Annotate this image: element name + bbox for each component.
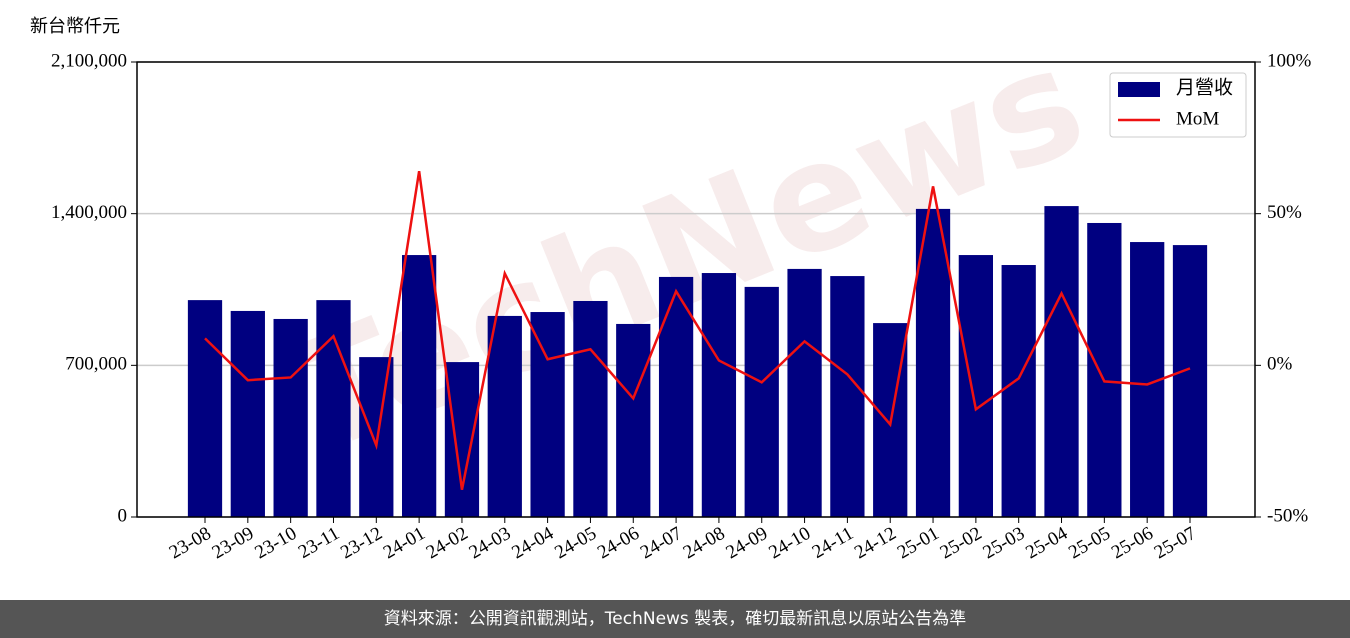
- bar: [616, 323, 651, 517]
- x-tick-label: 25-07: [1151, 523, 1200, 563]
- x-tick-label: 24-01: [380, 523, 429, 563]
- x-tick-label: 24-08: [680, 523, 729, 563]
- y2-tick-label: 100%: [1267, 50, 1312, 71]
- plot-frame: [136, 61, 1256, 518]
- line: [204, 171, 1191, 490]
- bar: [1001, 265, 1036, 517]
- chart: 新台幣仟元 TechNews 0700,0001,400,0002,100,00…: [30, 14, 1312, 564]
- legend-label: MoM: [1176, 108, 1219, 129]
- x-tick-label: 24-03: [466, 523, 515, 563]
- bar: [316, 300, 351, 517]
- bar: [830, 276, 865, 517]
- x-tick-label: 25-03: [979, 523, 1028, 563]
- bar: [359, 357, 394, 517]
- x-tick-label: 25-06: [1108, 523, 1157, 563]
- bar: [187, 300, 223, 517]
- x-tick-label: 23-08: [166, 523, 215, 563]
- x-tick-label: 24-10: [765, 523, 814, 563]
- x-tick-label: 24-09: [723, 523, 772, 563]
- footer: 資料來源：公開資訊觀測站，TechNews 製表，確切最新訊息以原站公告為準: [0, 600, 1350, 638]
- x-tick-label: 24-02: [423, 523, 472, 563]
- bar: [230, 310, 265, 517]
- bar: [787, 268, 822, 517]
- x-tick-label: 25-05: [1065, 523, 1114, 563]
- y-tick-label: 0: [118, 505, 128, 526]
- x-tick-label: 25-02: [937, 523, 986, 563]
- bar: [444, 362, 480, 517]
- x-tick-label: 23-11: [295, 523, 343, 563]
- bar: [573, 300, 608, 517]
- x-tick-label: 23-09: [209, 523, 258, 563]
- y2-tick-label: -50%: [1267, 505, 1308, 526]
- y-axis-label: 新台幣仟元: [30, 16, 120, 37]
- x-tick-label: 24-06: [594, 523, 643, 563]
- x-tick-label: 23-10: [251, 523, 300, 563]
- x-tick-label: 24-04: [508, 523, 557, 564]
- y2-tick-label: 0%: [1267, 354, 1293, 375]
- bar: [1087, 222, 1122, 517]
- x-tick-label: 24-07: [637, 523, 686, 563]
- x-tick-label: 25-04: [1022, 523, 1071, 564]
- bar: [273, 318, 308, 517]
- legend-swatch: [1118, 82, 1160, 97]
- bar: [402, 255, 437, 518]
- bar: [1044, 206, 1079, 518]
- bar: [701, 273, 737, 517]
- bar: [958, 255, 993, 518]
- bar: [1172, 245, 1208, 518]
- legend-label: 月營收: [1176, 76, 1233, 98]
- x-tick-label: 25-01: [894, 523, 943, 563]
- x-tick-label: 24-05: [551, 523, 600, 563]
- x-tick-label: 24-11: [809, 523, 857, 563]
- x-tick-label: 24-12: [851, 523, 900, 563]
- y2-tick-label: 50%: [1267, 202, 1302, 223]
- bar: [487, 315, 522, 517]
- y-tick-label: 700,000: [65, 354, 127, 375]
- y-tick-label: 1,400,000: [51, 202, 127, 223]
- y-tick-label: 2,100,000: [51, 50, 127, 71]
- bar: [744, 286, 779, 517]
- bar: [915, 208, 951, 517]
- bar: [530, 312, 565, 517]
- x-tick-label: 23-12: [337, 523, 386, 563]
